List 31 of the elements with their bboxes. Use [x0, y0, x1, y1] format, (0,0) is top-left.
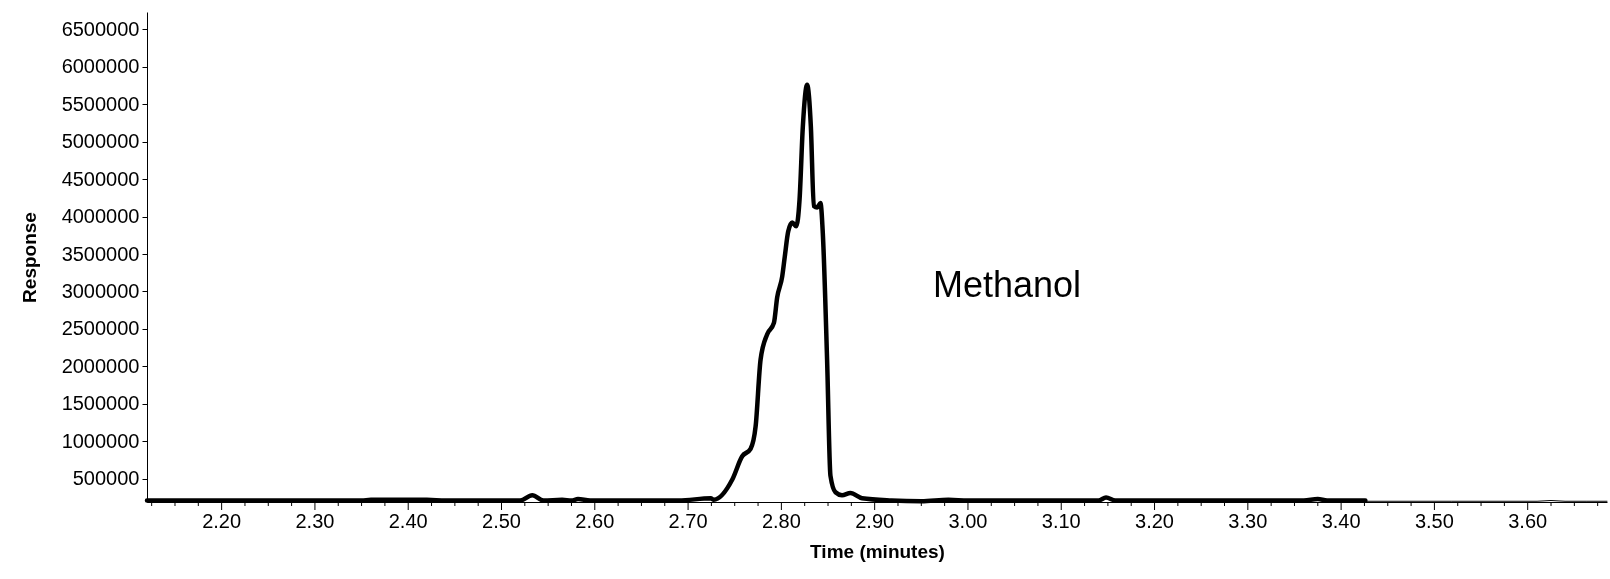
y-tick-label: 6500000	[61, 17, 140, 40]
y-tick-label: 1000000	[61, 429, 140, 452]
x-tick-label: 2.60	[575, 510, 615, 532]
x-tick-label: 2.80	[761, 510, 801, 532]
x-tick-label: 2.20	[202, 510, 242, 532]
y-tick-label: 4000000	[61, 205, 140, 228]
annotation: Methanol	[932, 264, 1082, 305]
y-tick-label: 5500000	[61, 92, 140, 115]
x-tick-label: 3.10	[1041, 510, 1081, 532]
x-tick-label: 3.30	[1228, 510, 1268, 532]
y-tick-label: 500000	[72, 467, 140, 490]
x-tick-label: 3.20	[1135, 510, 1175, 532]
y-tick-label: 2000000	[61, 354, 140, 377]
x-tick-label: 2.50	[482, 510, 521, 532]
y-tick-label: 3500000	[61, 242, 140, 265]
y-tick-label: 1500000	[61, 392, 140, 415]
x-tick-label: 3.60	[1508, 510, 1548, 532]
y-tick-label: 2500000	[61, 317, 140, 340]
x-tick-label: 2.40	[388, 510, 428, 532]
x-tick-label: 2.30	[295, 510, 335, 532]
x-tick-label: 2.70	[668, 510, 708, 532]
x-tick-label: 3.00	[948, 510, 988, 532]
x-tick-label: 2.90	[855, 510, 895, 532]
y-axis-title: Response	[18, 212, 40, 303]
y-tick-label: 3000000	[61, 279, 140, 302]
x-tick-label: 3.40	[1321, 510, 1361, 532]
y-tick-label: 4500000	[61, 167, 140, 190]
x-tick-label: 3.50	[1414, 510, 1454, 532]
y-tick-label: 6000000	[61, 55, 140, 78]
y-tick-label: 5000000	[61, 130, 140, 153]
x-axis-title: Time (minutes)	[810, 540, 945, 562]
